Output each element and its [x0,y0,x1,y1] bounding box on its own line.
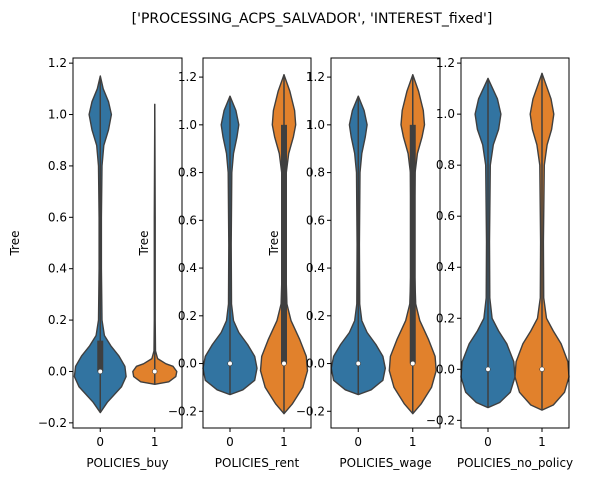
x-tick-label: 1 [538,435,546,449]
y-tick-label: 0.0 [306,357,325,371]
median-point-0 [485,366,491,372]
y-tick-label: 0.8 [436,158,455,172]
y-tick-label: 0.6 [48,210,67,224]
axes-frame [72,57,183,429]
y-tick-label: −0.2 [168,404,197,418]
median-point-0 [97,368,103,375]
y-tick-label: 1.2 [306,70,325,84]
figure-title: ['PROCESSING_ACPS_SALVADOR', 'INTEREST_f… [132,11,493,27]
subplot-grid: −0.2 0.0 0.2 0.4 0.6 0.8 1.0 1.2 0 1 POLICIES_buy T… [8,56,573,470]
y-tick-label: 1.0 [178,118,197,132]
axes-frame [330,57,441,429]
y-tick-label: 0.6 [178,213,197,227]
x-tick-label: 1 [409,435,417,449]
y-tick-label: 0.0 [178,357,197,371]
median-point-1 [152,368,158,375]
iqr-box-1 [409,124,416,364]
median-point-1 [539,366,545,372]
y-tick-label: 0.2 [178,309,197,323]
y-tick-label: 0.2 [306,309,325,323]
median-point-0 [355,360,361,367]
y-tick-label: 0.8 [48,159,67,173]
y-axis-label: Tree [267,230,281,256]
y-tick-label: 0.4 [178,261,197,275]
x-axis-label: POLICIES_no_policy [457,456,573,470]
y-tick-label: 0.2 [436,311,455,325]
iqr-box-1 [281,124,287,364]
x-axis-label: POLICIES_rent [215,456,300,470]
subplot-3: −0.2 0.0 0.2 0.4 0.6 0.8 1.0 1.2 0 1 POLICIES_wage… [267,57,441,470]
y-tick-label: 1.2 [48,56,67,70]
y-tick-label: 0.6 [436,209,455,223]
iqr-box-0 [97,340,104,372]
x-tick-label: 0 [226,435,234,449]
y-tick-label: 1.0 [306,118,325,132]
y-tick-label: −0.2 [38,416,67,430]
x-axis-label: POLICIES_wage [339,456,431,470]
y-tick-label: 0.8 [178,166,197,180]
median-point-1 [281,360,287,367]
subplot-2: −0.2 0.0 0.2 0.4 0.6 0.8 1.0 1.2 0 1 POLICIES_rent… [137,57,312,470]
y-tick-label: 0.2 [48,313,67,327]
median-point-0 [227,360,233,367]
x-tick-label: 1 [280,435,288,449]
y-tick-label: 0.4 [306,261,325,275]
y-tick-label: 1.0 [436,107,455,121]
y-tick-label: 1.2 [436,56,455,70]
y-tick-label: 1.2 [178,70,197,84]
median-point-1 [410,360,416,367]
x-tick-label: 0 [354,435,362,449]
x-tick-label: 0 [484,435,492,449]
y-tick-label: 1.0 [48,108,67,122]
x-tick-label: 0 [96,435,104,449]
y-tick-label: 0.0 [48,364,67,378]
y-tick-label: 0.4 [436,260,455,274]
axes-frame [202,57,312,429]
y-tick-label: −0.2 [296,404,325,418]
y-axis-label: Tree [8,230,22,256]
y-axis-label: Tree [137,230,151,256]
x-axis-label: POLICIES_buy [86,456,168,470]
y-tick-label: 0.6 [306,213,325,227]
y-tick-label: −0.2 [426,413,455,427]
y-tick-label: 0.0 [436,362,455,376]
y-tick-label: 0.4 [48,262,67,276]
axes-frame [460,57,570,429]
y-tick-label: 0.8 [306,166,325,180]
subplot-1: −0.2 0.0 0.2 0.4 0.6 0.8 1.0 1.2 0 1 POLICIES_buy T… [8,56,183,470]
subplot-4: −0.2 0.0 0.2 0.4 0.6 0.8 1.0 1.2 0 1 POLICIES_no_p… [426,56,573,470]
x-tick-label: 1 [151,435,159,449]
